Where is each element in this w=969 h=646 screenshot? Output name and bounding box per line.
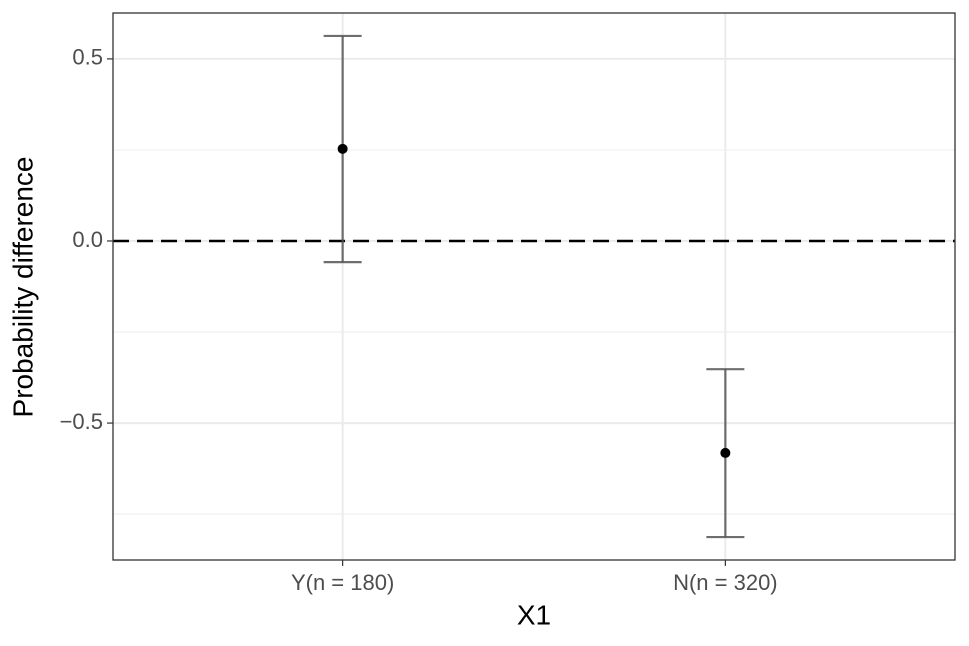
y-tick-label: 0.0 bbox=[72, 227, 103, 252]
panel-border bbox=[112, 12, 956, 561]
y-axis-title: Probability difference bbox=[7, 157, 38, 418]
x-axis-title: X1 bbox=[517, 599, 551, 630]
y-tick-label: 0.5 bbox=[72, 45, 103, 70]
x-tick-label: N(n = 320) bbox=[673, 570, 778, 595]
point bbox=[720, 447, 731, 458]
point bbox=[337, 143, 348, 154]
x-tick-label: Y(n = 180) bbox=[291, 570, 394, 595]
y-tick-label: −0.5 bbox=[60, 409, 103, 434]
